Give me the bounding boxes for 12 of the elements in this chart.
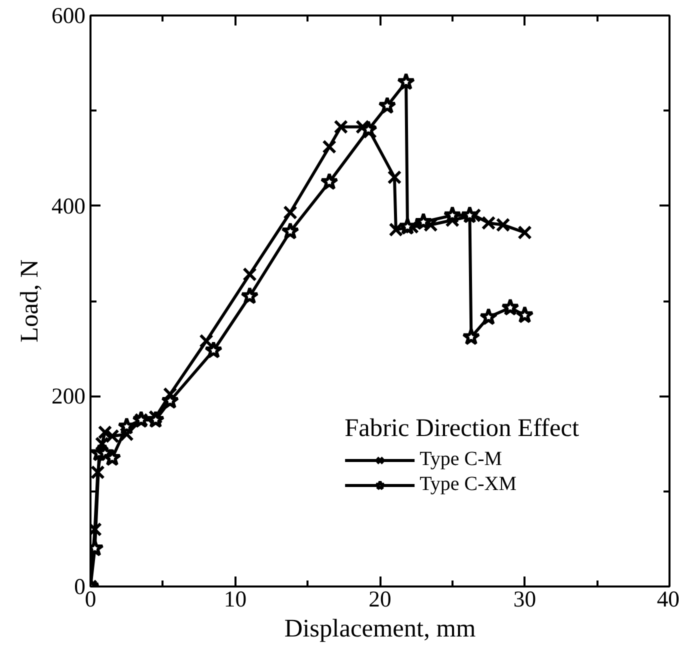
legend-title: Fabric Direction Effect: [344, 414, 579, 443]
y-axis-title: Load, N: [16, 260, 44, 342]
x-tick-label: 30: [513, 586, 536, 612]
y-tick-label: 400: [52, 193, 86, 218]
x-tick-label: 10: [224, 586, 247, 612]
legend-label: Type C-XM: [420, 473, 517, 496]
y-tick-label: 200: [52, 384, 86, 409]
y-tick-label: 600: [52, 3, 86, 28]
x-axis-title: Displacement, mm: [284, 614, 476, 642]
x-tick-label: 40: [656, 586, 679, 612]
x-tick-label: 20: [368, 586, 392, 612]
legend-label: Type C-M: [420, 448, 502, 471]
